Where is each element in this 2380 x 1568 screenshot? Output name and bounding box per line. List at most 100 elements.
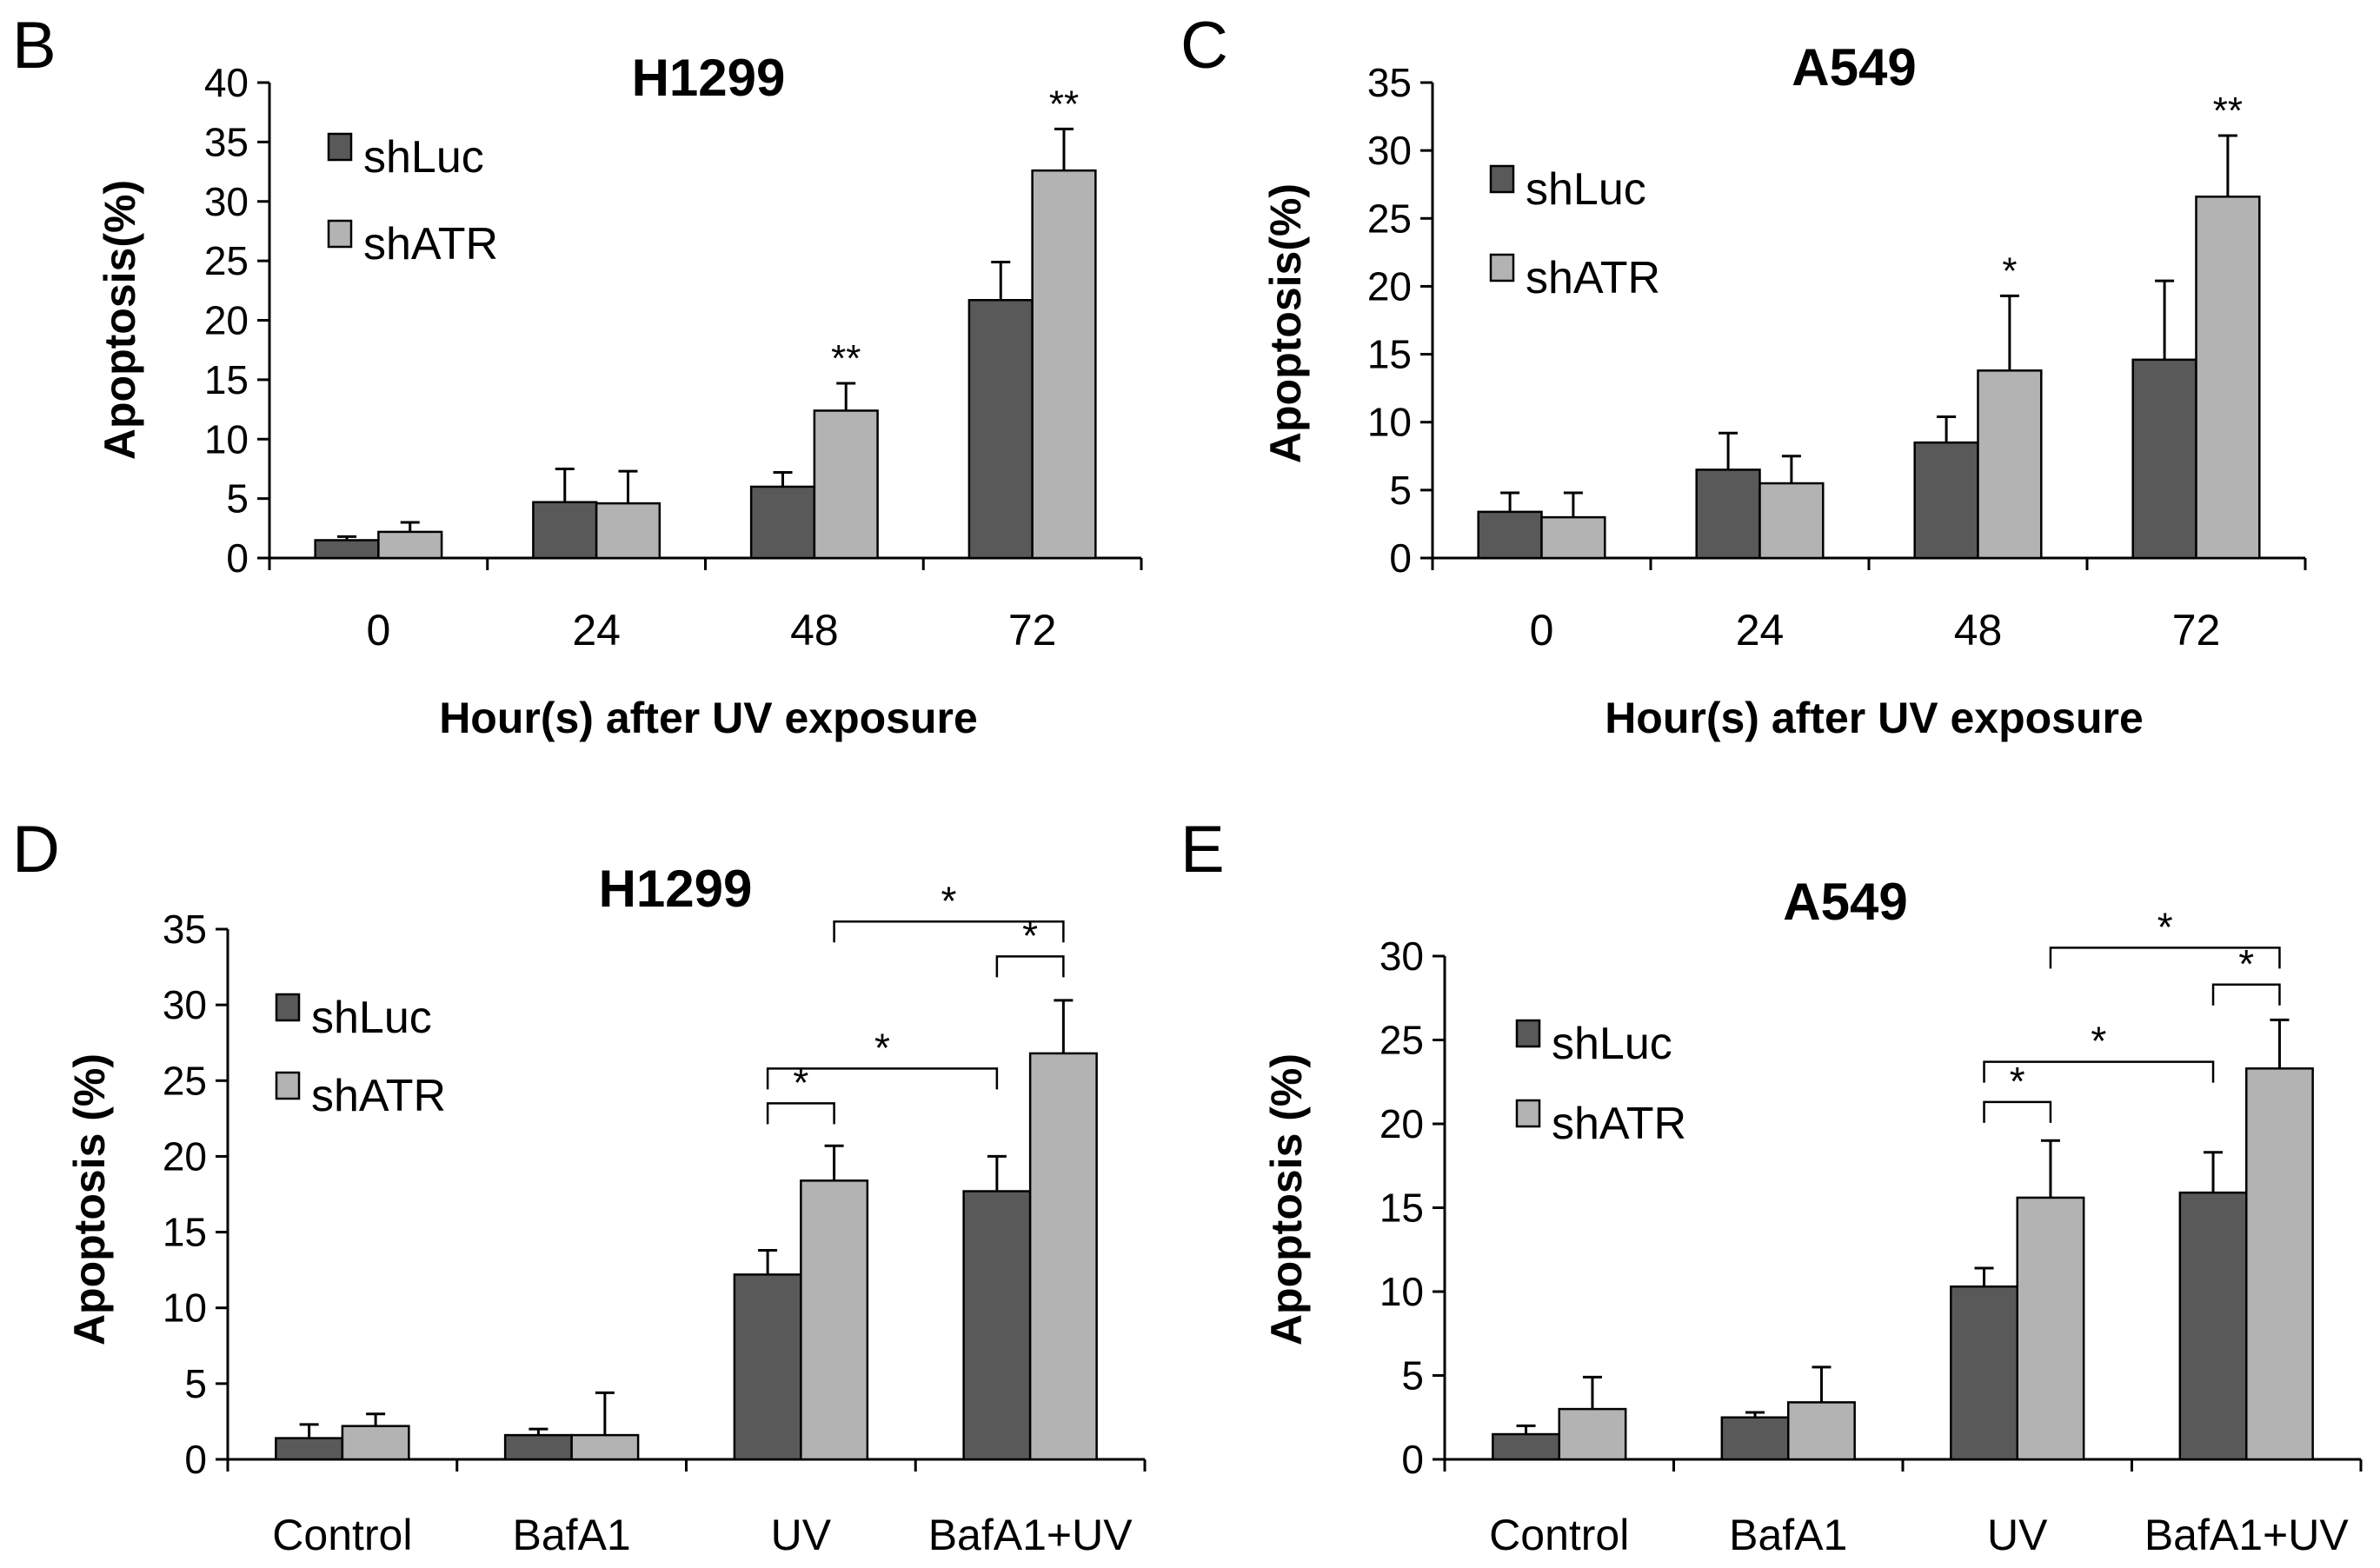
legend-swatch-shatr xyxy=(327,219,353,249)
bar-shatr xyxy=(813,409,879,560)
significance-marker: * xyxy=(2002,249,2017,292)
bar-shluc xyxy=(503,1433,573,1461)
x-tick-label: Control xyxy=(1489,1511,1629,1559)
y-tick-label: 0 xyxy=(184,1437,207,1482)
bar-shatr xyxy=(1540,515,1606,560)
bar-shatr xyxy=(570,1433,640,1461)
significance-marker: * xyxy=(2238,941,2254,987)
y-tick-label: 40 xyxy=(204,60,249,105)
significance-marker: * xyxy=(2010,1059,2025,1104)
significance-marker: * xyxy=(2157,904,2173,949)
x-tick-label: 0 xyxy=(1530,606,1554,654)
legend-swatch-shluc xyxy=(327,132,353,162)
bar-shluc xyxy=(2178,1191,2248,1461)
y-axis-label: Apoptosis (%) xyxy=(65,1053,114,1345)
bar-shluc xyxy=(962,1190,1032,1461)
y-tick-label: 25 xyxy=(1379,1018,1424,1063)
bar-shluc xyxy=(532,501,598,560)
y-tick-label: 30 xyxy=(1379,933,1424,979)
x-tick-label: 24 xyxy=(572,606,621,654)
bar-shatr xyxy=(2016,1196,2085,1461)
bar-shatr xyxy=(1028,1052,1098,1461)
y-tick-label: 20 xyxy=(163,1133,207,1179)
significance-bracket xyxy=(833,920,1065,943)
panel-e: E A549 Apoptosis (%) 0 5 10 15 20 25 30 Control… xyxy=(1180,813,2363,1559)
legend-label-shatr: shATR xyxy=(311,1071,446,1121)
bar-shatr xyxy=(1558,1407,1627,1461)
panel-b: B H1299 Hour(s) after UV exposure Apopto… xyxy=(12,9,1143,742)
significance-marker: * xyxy=(874,1025,890,1070)
y-tick-label: 5 xyxy=(226,476,249,522)
significance-marker: ** xyxy=(2213,90,2243,132)
bar-shluc xyxy=(1492,1432,1560,1461)
y-tick-label: 35 xyxy=(204,119,249,164)
significance-marker: ** xyxy=(1049,83,1079,125)
panel-letter: D xyxy=(12,813,60,887)
x-tick-label: BafA1+UV xyxy=(2144,1511,2350,1559)
legend-swatch-shluc xyxy=(1489,164,1515,194)
y-tick-label: 0 xyxy=(1401,1437,1424,1482)
y-tick-label: 20 xyxy=(204,298,249,343)
bar-shluc xyxy=(2131,358,2197,560)
significance-bracket xyxy=(2211,983,2281,1006)
significance-marker: * xyxy=(793,1060,808,1105)
bar-shluc xyxy=(1695,468,1761,560)
bar-shluc xyxy=(733,1273,802,1461)
significance-marker: * xyxy=(941,878,957,923)
y-tick-label: 35 xyxy=(163,907,207,952)
bar-shatr xyxy=(1031,169,1097,560)
y-tick-label: 30 xyxy=(1367,128,1412,173)
y-tick-label: 0 xyxy=(1389,535,1412,581)
panel-letter: B xyxy=(12,9,57,83)
y-axis-label: Apoptosis(%) xyxy=(96,180,144,460)
bar-shatr xyxy=(2195,196,2261,560)
bar-shatr xyxy=(800,1179,869,1461)
legend-label-shluc: shLuc xyxy=(1552,1019,1672,1069)
legend-swatch-shatr xyxy=(1515,1099,1541,1128)
chart-title: H1299 xyxy=(632,49,786,107)
x-tick-label: 72 xyxy=(1008,606,1057,654)
x-axis-label: Hour(s) after UV exposure xyxy=(439,694,978,742)
bar-shluc xyxy=(1913,441,1979,560)
panel-d: D H1299 Apoptosis (%) 0 5 10 15 20 25 30 35 Cont… xyxy=(12,813,1147,1559)
bar-shatr xyxy=(2245,1067,2314,1461)
significance-bracket xyxy=(1983,1060,2215,1083)
legend-swatch-shatr xyxy=(275,1071,301,1100)
bar-shatr xyxy=(1977,369,2043,560)
y-tick-label: 5 xyxy=(184,1361,207,1406)
significance-bracket xyxy=(2049,947,2281,969)
legend-label-shatr: shATR xyxy=(1552,1099,1686,1149)
x-tick-label: UV xyxy=(1987,1511,2048,1559)
y-tick-label: 30 xyxy=(204,179,249,224)
panel-c: C A549 Hour(s) after UV exposure Apoptos… xyxy=(1180,9,2307,742)
significance-bracket xyxy=(1983,1100,2052,1123)
legend-swatch-shatr xyxy=(1489,253,1515,282)
y-tick-label: 0 xyxy=(226,535,249,581)
y-tick-label: 10 xyxy=(204,416,249,462)
significance-bracket xyxy=(766,1102,835,1125)
significance-marker: * xyxy=(2091,1019,2106,1064)
x-tick-label: BafA1 xyxy=(1729,1511,1847,1559)
bar-shatr xyxy=(341,1425,410,1461)
y-tick-label: 15 xyxy=(1379,1186,1424,1231)
y-axis-label: Apoptosis (%) xyxy=(1262,1053,1311,1345)
y-tick-label: 15 xyxy=(204,357,249,402)
y-tick-label: 5 xyxy=(1389,468,1412,513)
significance-bracket xyxy=(995,955,1065,978)
x-axis-label: Hour(s) after UV exposure xyxy=(1605,694,2144,742)
legend-label-shatr: shATR xyxy=(363,219,498,269)
x-tick-label: 0 xyxy=(366,606,390,654)
y-tick-label: 25 xyxy=(204,238,249,283)
chart-title: A549 xyxy=(1792,38,1916,96)
bar-shluc xyxy=(749,485,816,560)
bar-shluc xyxy=(314,539,380,560)
y-tick-label: 5 xyxy=(1401,1353,1424,1399)
panel-letter: C xyxy=(1180,9,1228,83)
y-tick-label: 10 xyxy=(1379,1269,1424,1314)
bar-shluc xyxy=(1477,510,1543,560)
bar-shluc xyxy=(967,299,1034,560)
significance-bracket xyxy=(766,1067,999,1090)
significance-marker: * xyxy=(1022,913,1038,958)
x-tick-label: 24 xyxy=(1736,606,1785,654)
